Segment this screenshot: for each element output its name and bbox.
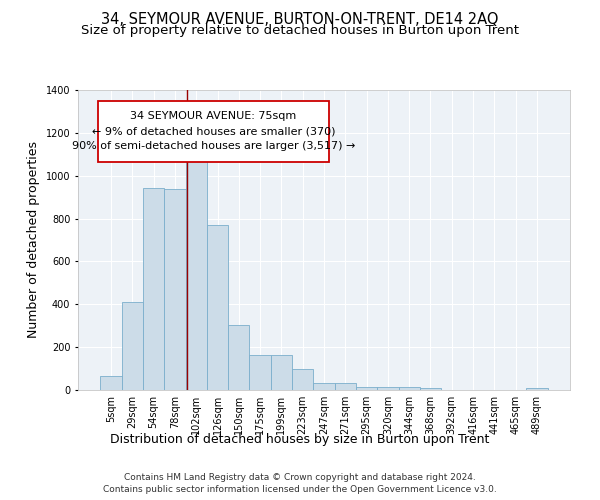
Bar [164,188,185,390]
Bar [100,376,122,390]
Bar [250,354,271,390]
Bar [526,388,548,390]
FancyBboxPatch shape [98,100,329,162]
Bar [228,324,250,390]
Text: Size of property relative to detached houses in Burton upon Trent: Size of property relative to detached ho… [81,24,519,37]
Bar [398,387,420,390]
Bar [271,354,292,390]
Bar [356,387,377,390]
Bar [420,388,441,390]
Text: 34, SEYMOUR AVENUE, BURTON-ON-TRENT, DE14 2AQ: 34, SEYMOUR AVENUE, BURTON-ON-TRENT, DE1… [101,12,499,28]
Text: Distribution of detached houses by size in Burton upon Trent: Distribution of detached houses by size … [110,432,490,446]
Text: Contains public sector information licensed under the Open Government Licence v3: Contains public sector information licen… [103,485,497,494]
Bar [292,368,313,390]
Text: Contains HM Land Registry data © Crown copyright and database right 2024.: Contains HM Land Registry data © Crown c… [124,472,476,482]
Y-axis label: Number of detached properties: Number of detached properties [27,142,40,338]
Bar [185,154,207,390]
Bar [313,382,335,390]
Bar [207,225,228,390]
Bar [122,302,143,390]
Text: 34 SEYMOUR AVENUE: 75sqm
← 9% of detached houses are smaller (370)
90% of semi-d: 34 SEYMOUR AVENUE: 75sqm ← 9% of detache… [71,112,355,151]
Bar [377,387,398,390]
Bar [335,382,356,390]
Bar [143,188,164,390]
